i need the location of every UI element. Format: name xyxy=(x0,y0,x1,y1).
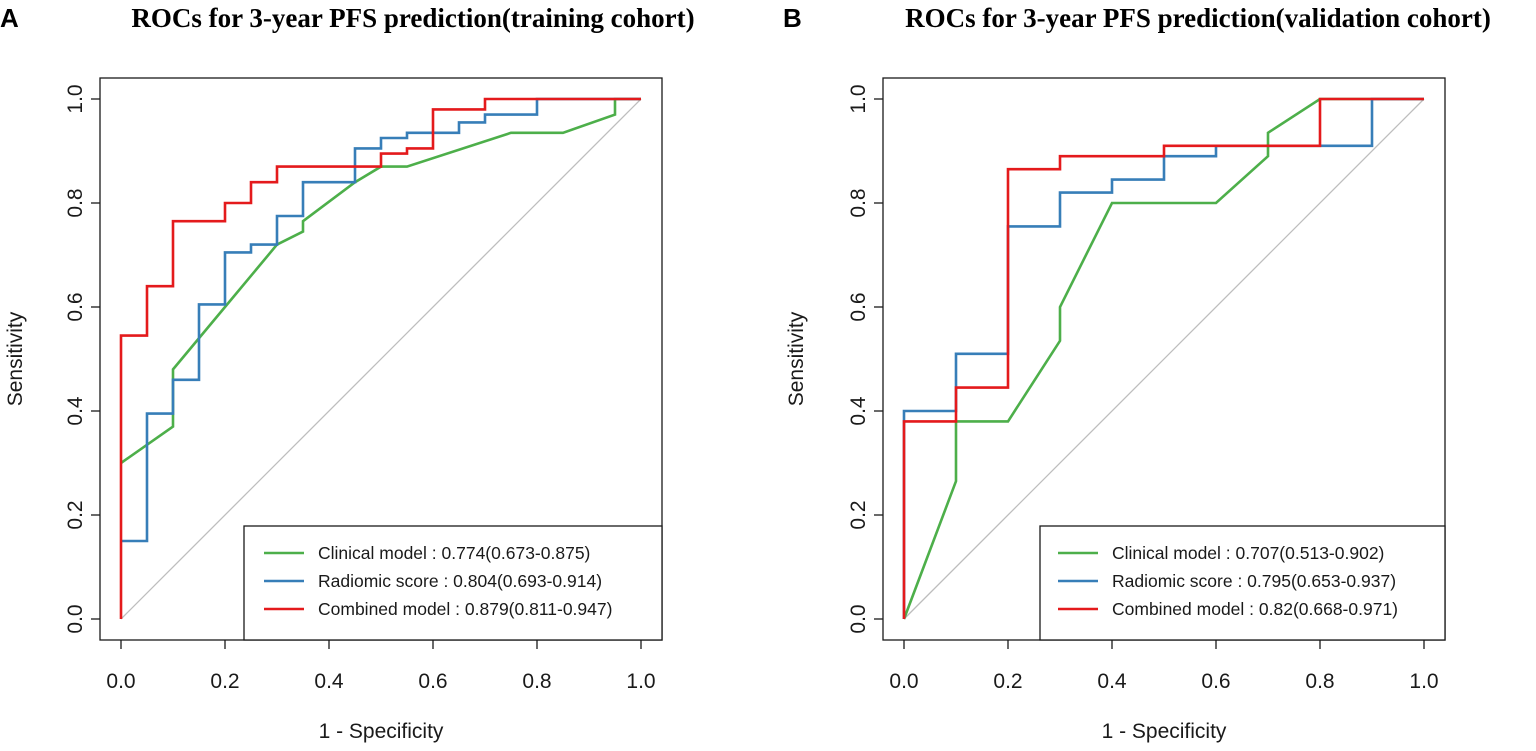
legend-box xyxy=(243,525,663,641)
y-axis-label: Sensitivity xyxy=(785,311,808,406)
axis-ticks: 0.0 0.2 0.4 0.6 0.8 1.0 0.0 0.2 0.4 0.6 0.8 1.0 xyxy=(847,84,1439,693)
series-group xyxy=(902,97,1425,620)
panel-a: A ROCs for 3-year PFS prediction(trainin… xyxy=(0,3,695,743)
legend: Clinical model : 0.774(0.673-0.875) Radio… xyxy=(243,525,663,641)
x-axis-label: 1 - Specificity xyxy=(1102,720,1227,743)
y-tick-label: 0.2 xyxy=(64,500,87,529)
legend-entry: Clinical model : 0.774(0.673-0.875) xyxy=(318,543,590,563)
chart-title: ROCs for 3-year PFS prediction(validatio… xyxy=(905,3,1491,33)
x-tick-label: 1.0 xyxy=(626,670,655,693)
series-group xyxy=(119,97,642,620)
y-tick-label: 0.4 xyxy=(64,396,87,426)
reference-diagonal xyxy=(120,98,642,620)
y-tick-label: 0.8 xyxy=(847,188,870,217)
series-line-3 xyxy=(119,97,641,619)
x-tick-label: 0.6 xyxy=(418,670,447,693)
chart-title: ROCs for 3-year PFS prediction(training … xyxy=(131,3,694,33)
series-line-2 xyxy=(902,97,1424,619)
reference-diagonal xyxy=(903,98,1425,620)
legend-entry: Combined model : 0.879(0.811-0.947) xyxy=(318,599,612,619)
x-tick-label: 0.6 xyxy=(1201,670,1230,693)
y-axis-label: Sensitivity xyxy=(4,311,27,406)
x-tick-label: 0.2 xyxy=(210,670,239,693)
y-tick-label: 0.2 xyxy=(847,500,870,529)
panel-label: A xyxy=(0,3,19,33)
legend-entry: Clinical model : 0.707(0.513-0.902) xyxy=(1112,543,1384,563)
x-tick-label: 0.0 xyxy=(106,670,135,693)
x-tick-label: 0.2 xyxy=(993,670,1022,693)
legend-entry: Radiomic score : 0.804(0.693-0.914) xyxy=(318,571,602,591)
series-line-2 xyxy=(121,97,641,543)
x-tick-label: 1.0 xyxy=(1409,670,1438,693)
x-tick-label: 0.4 xyxy=(314,670,344,693)
legend-entry: Combined model : 0.82(0.668-0.971) xyxy=(1112,599,1398,619)
x-tick-label: 0.0 xyxy=(889,670,918,693)
y-tick-label: 0.6 xyxy=(847,292,870,321)
x-tick-label: 0.4 xyxy=(1097,670,1127,693)
series-line-3 xyxy=(902,97,1424,619)
y-tick-label: 1.0 xyxy=(847,84,870,113)
x-tick-label: 0.8 xyxy=(1305,670,1334,693)
legend-entry: Radiomic score : 0.795(0.653-0.937) xyxy=(1112,571,1396,591)
axis-ticks: 0.0 0.2 0.4 0.6 0.8 1.0 0.0 0.2 0.4 0.6 0.8 1.0 xyxy=(64,84,656,693)
y-tick-label: 1.0 xyxy=(64,84,87,113)
series-line-1 xyxy=(902,97,1424,620)
legend-box xyxy=(1039,525,1446,641)
y-tick-label: 0.0 xyxy=(847,604,870,633)
x-tick-label: 0.8 xyxy=(522,670,551,693)
panel-label: B xyxy=(783,3,802,33)
panel-b: B ROCs for 3-year PFS prediction(validat… xyxy=(783,3,1491,743)
legend: Clinical model : 0.707(0.513-0.902) Radio… xyxy=(1039,525,1446,641)
y-tick-label: 0.0 xyxy=(64,604,87,633)
y-tick-label: 0.8 xyxy=(64,188,87,217)
x-axis-label: 1 - Specificity xyxy=(319,720,444,743)
y-tick-label: 0.6 xyxy=(64,292,87,321)
y-tick-label: 0.4 xyxy=(847,396,870,426)
